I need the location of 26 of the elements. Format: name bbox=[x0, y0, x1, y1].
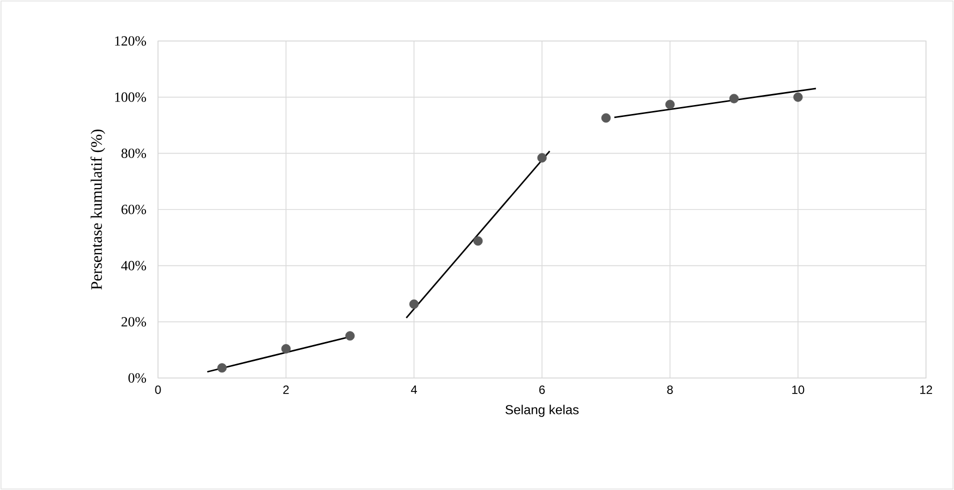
point bbox=[409, 299, 419, 309]
y-tick-label: 80% bbox=[121, 148, 146, 158]
point bbox=[473, 236, 483, 246]
y-tick-label: 20% bbox=[122, 317, 146, 327]
y-tick-label: 0% bbox=[128, 373, 146, 383]
x-axis-title: Selang kelas bbox=[506, 404, 579, 417]
y-axis-title: Persentase kumulatif (%) bbox=[90, 130, 106, 290]
x-tick-label: 2 bbox=[283, 386, 289, 394]
x-tick-label: 4 bbox=[410, 386, 417, 394]
x-tick-label: 12 bbox=[920, 386, 932, 394]
point bbox=[729, 94, 739, 104]
y-tick-label: 40% bbox=[121, 260, 146, 270]
point bbox=[217, 363, 227, 373]
point bbox=[537, 153, 547, 163]
x-tick-label: 8 bbox=[667, 386, 673, 394]
y-tick-label: 120% bbox=[115, 36, 146, 46]
x-tick-label: 10 bbox=[792, 386, 804, 394]
point bbox=[345, 331, 355, 341]
point bbox=[665, 100, 675, 110]
point bbox=[793, 92, 803, 102]
point bbox=[601, 113, 611, 123]
point bbox=[281, 344, 291, 354]
y-tick-label: 100% bbox=[115, 92, 146, 102]
y-tick-label: 60% bbox=[122, 204, 146, 214]
x-tick-label: 0 bbox=[155, 386, 161, 394]
x-tick-label: 6 bbox=[539, 386, 545, 394]
